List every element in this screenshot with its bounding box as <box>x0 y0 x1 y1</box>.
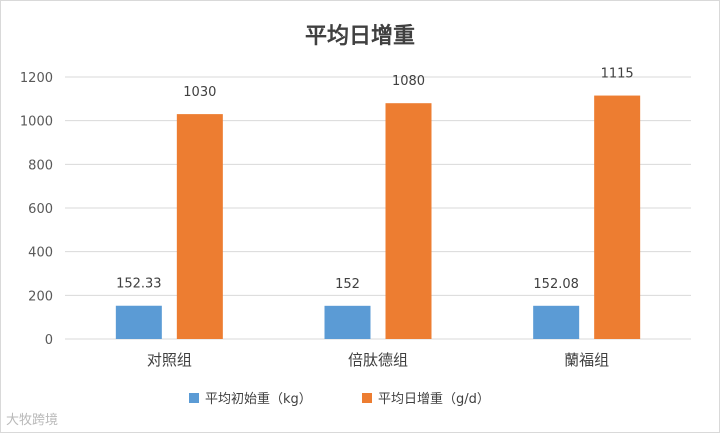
bars <box>115 95 641 339</box>
gridlines <box>65 76 691 340</box>
y-tick-label: 400 <box>28 246 53 261</box>
data-label: 152.33 <box>116 277 162 292</box>
data-label: 1080 <box>392 74 425 89</box>
bar-initial-weight <box>533 305 580 339</box>
x-category-label: 倍肽德组 <box>348 351 408 369</box>
bar-daily-gain <box>385 103 432 339</box>
legend-label: 平均日增重（g/d） <box>378 391 490 407</box>
legend: 平均初始重（kg） 平均日增重（g/d） <box>189 391 490 407</box>
y-tick-label: 200 <box>28 289 53 304</box>
legend-swatch <box>189 393 199 403</box>
y-tick-label: 0 <box>45 333 53 348</box>
bar-daily-gain <box>176 114 223 339</box>
y-tick-label: 1200 <box>20 71 53 86</box>
data-labels: 152.33 1030 152 1080 152.08 1115 <box>116 67 634 292</box>
bar-initial-weight <box>324 305 371 339</box>
y-tick-label: 1000 <box>20 115 53 130</box>
x-category-label: 蘭福组 <box>564 351 609 369</box>
bar-daily-gain <box>594 95 641 339</box>
data-label: 152 <box>335 277 360 292</box>
bar-initial-weight <box>115 305 162 339</box>
chart-title: 平均日增重 <box>305 23 415 49</box>
data-label: 1030 <box>183 85 216 100</box>
x-category-label: 对照组 <box>147 351 192 369</box>
legend-label: 平均初始重（kg） <box>205 391 312 407</box>
y-tick-label: 600 <box>28 202 53 217</box>
data-label: 1115 <box>601 67 634 82</box>
y-axis-ticks: 0 200 400 600 800 1000 1200 <box>20 71 53 348</box>
legend-swatch <box>362 393 372 403</box>
x-axis-categories: 对照组 倍肽德组 蘭福组 <box>147 351 609 369</box>
data-label: 152.08 <box>533 277 579 292</box>
y-tick-label: 800 <box>28 158 53 173</box>
watermark-text: 大牧跨境 <box>6 413 59 428</box>
